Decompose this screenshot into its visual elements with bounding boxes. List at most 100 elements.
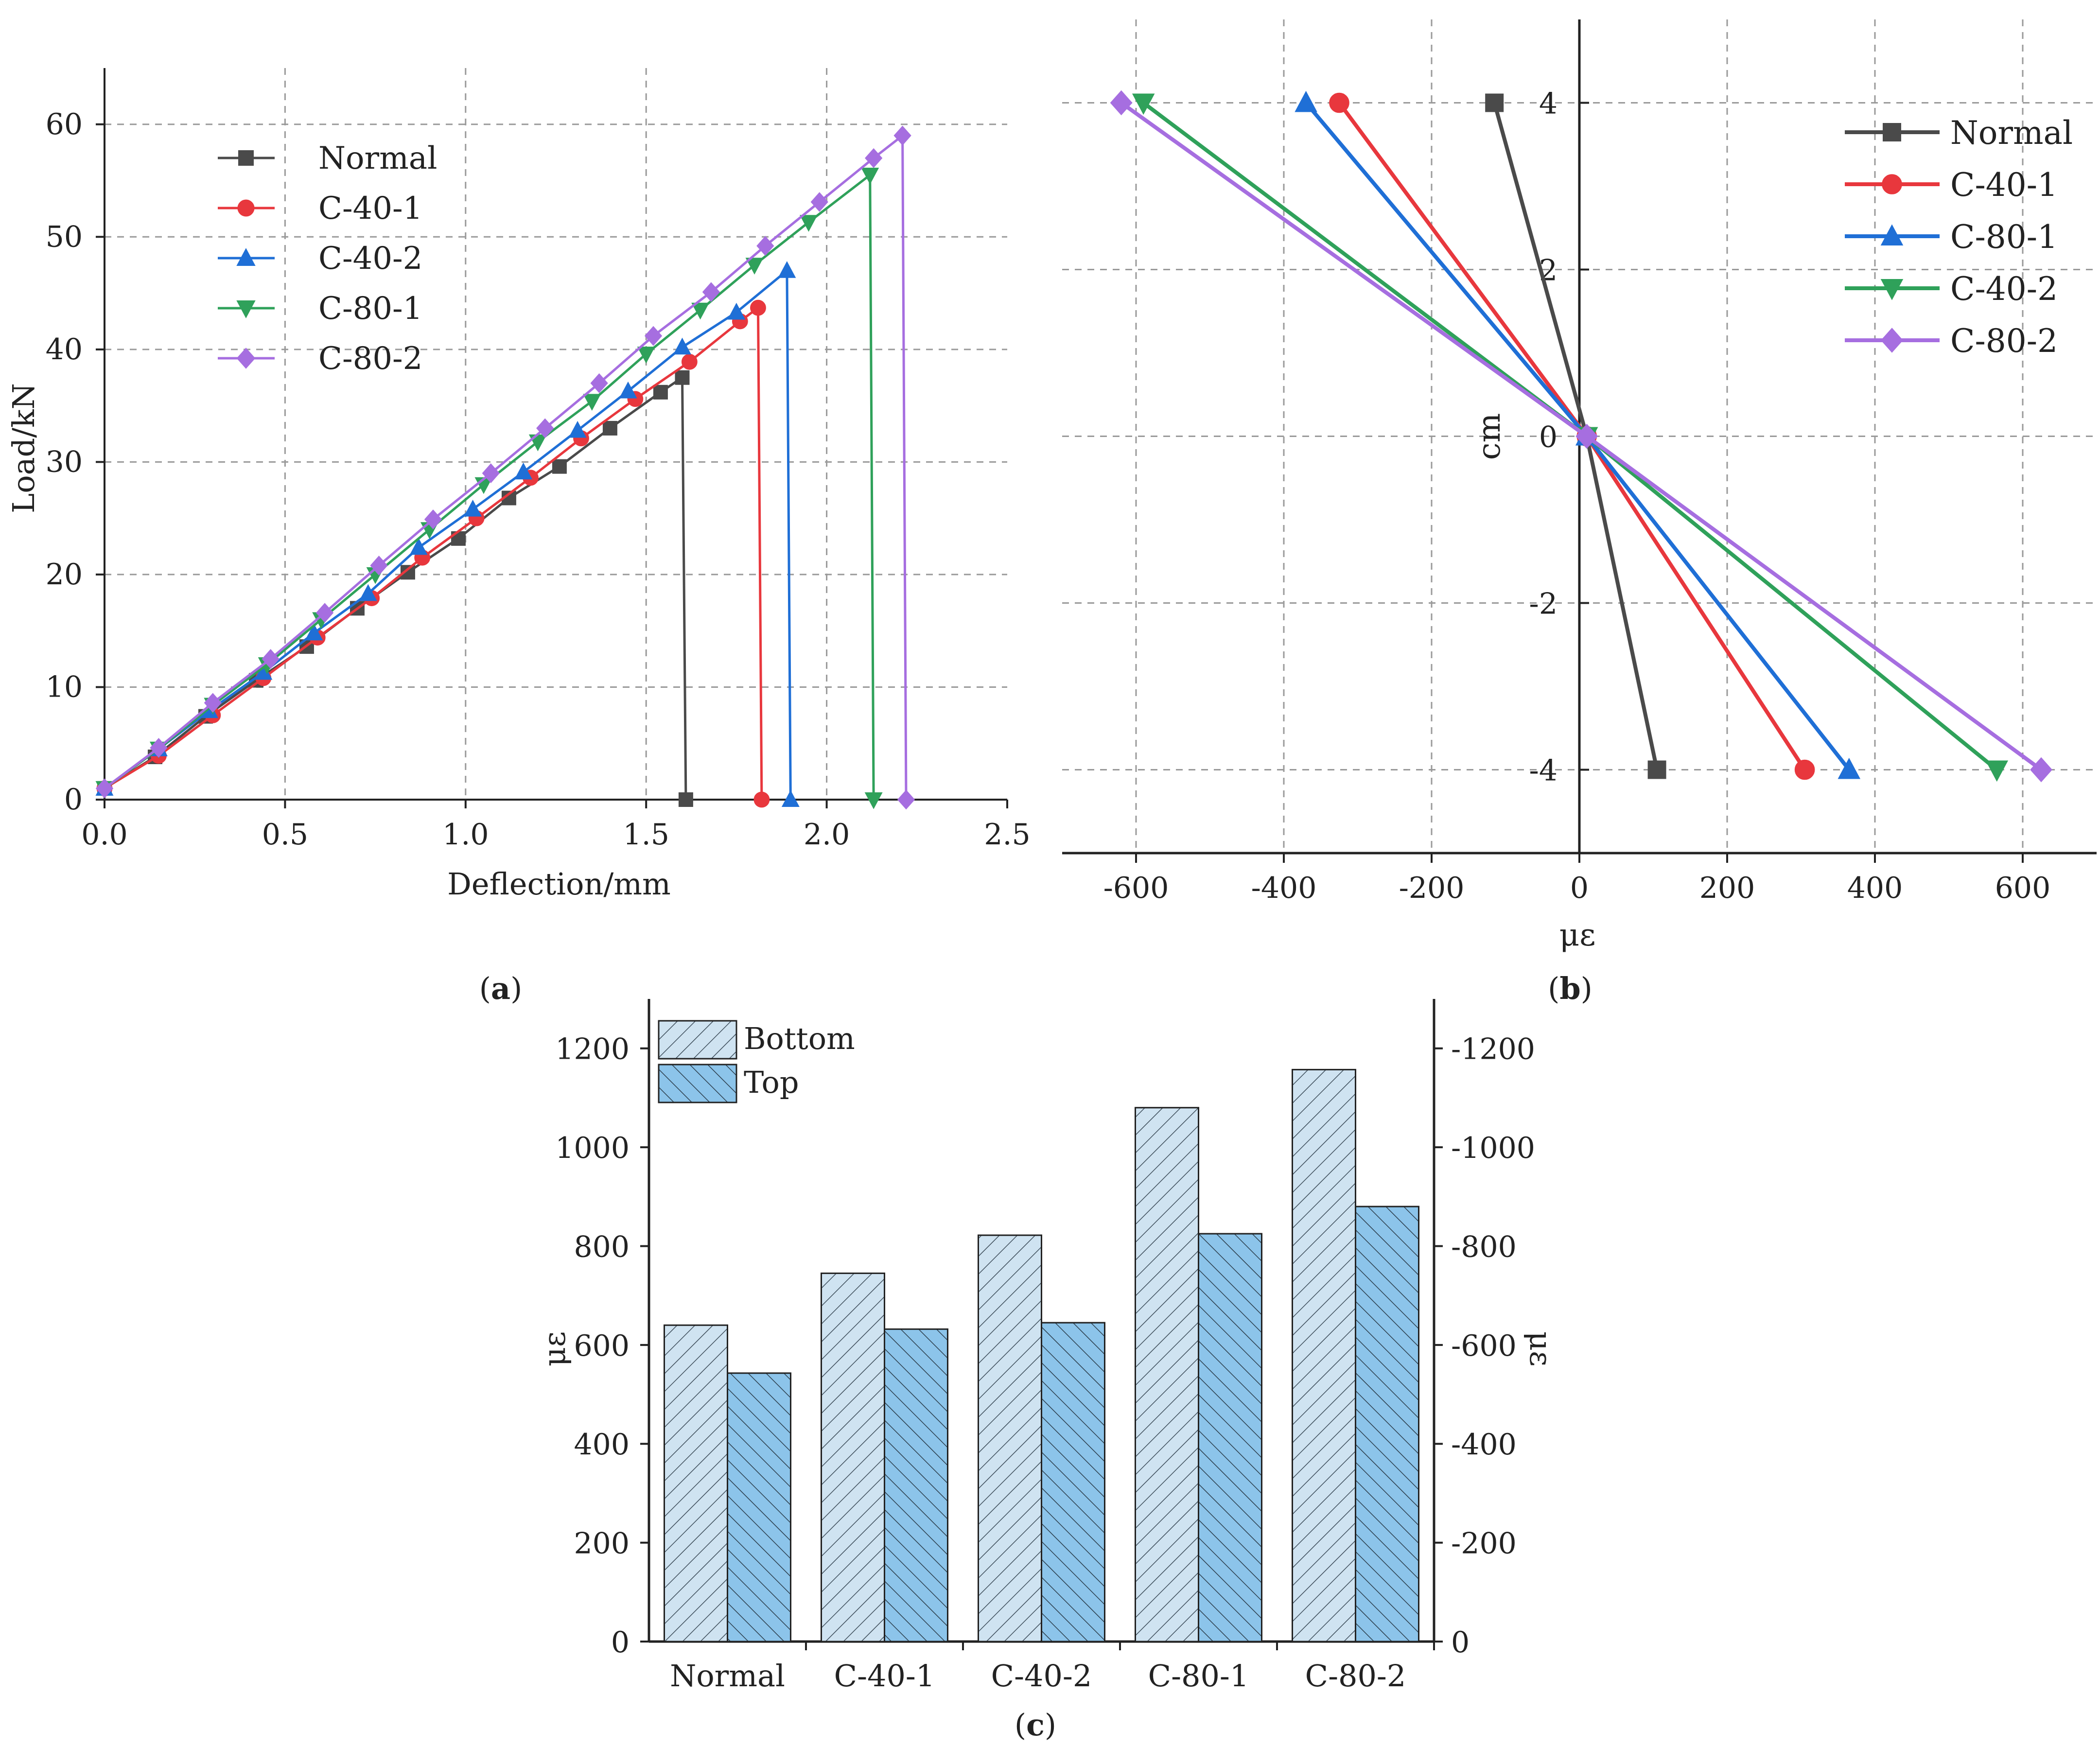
a-point-4-12	[756, 236, 774, 256]
a-point-2-14	[781, 790, 800, 807]
b-legend-label-1: C-40-1	[1950, 166, 2058, 204]
a-point-1-14	[753, 791, 770, 808]
a-point-0-7	[451, 531, 466, 546]
a-point-4-16	[897, 789, 915, 810]
b-legend-marker-3	[1880, 279, 1904, 300]
b-legend-label-0: Normal	[1950, 114, 2073, 152]
b-point-3-0	[1132, 93, 1155, 115]
panel-c-y2label: με	[1523, 1331, 1558, 1366]
a-point-4-14	[865, 148, 883, 168]
c-legend-label-0: Bottom	[744, 1021, 855, 1056]
a-xtick-label-2: 1.0	[442, 818, 489, 852]
a-point-4-13	[810, 192, 828, 212]
c-bar-bottom-4	[1292, 1068, 1356, 1643]
b-point-3-2	[1985, 760, 2009, 782]
panel-a-caption: (a)	[479, 971, 523, 1006]
panel-a-axes: 0.0 0.5 1.0 1.5 2.0 2.5 0 10 20 30 40 50 60	[46, 68, 1031, 852]
panel-a-legend: Normal C-40-1 C-40-2 C-80-1 C-80-2	[218, 140, 437, 377]
c-y2tick-label-1: -200	[1451, 1527, 1517, 1561]
a-point-2-8	[514, 462, 533, 480]
b-xtick-label-1: -400	[1251, 871, 1317, 905]
a-point-0-11	[653, 385, 668, 400]
c-bar-top-3	[1198, 1233, 1262, 1643]
a-legend-label-4: C-80-2	[318, 341, 422, 377]
b-xtick-label-4: 200	[1699, 871, 1755, 905]
c-xtick-label-0: Normal	[670, 1658, 785, 1694]
panel-b-legend: Normal C-40-1 C-80-1 C-40-2 C-80-2	[1845, 114, 2073, 360]
b-xtick-label-5: 400	[1847, 871, 1903, 905]
a-point-2-13	[778, 261, 796, 278]
a-point-1-13	[750, 299, 766, 316]
a-point-3-8	[528, 434, 547, 452]
c-bar-top-0	[727, 1372, 791, 1643]
a-point-3-9	[583, 394, 601, 411]
a-legend-label-0: Normal	[318, 140, 437, 176]
panel-a-ylabel: Load/kN	[6, 383, 41, 513]
panel-a-load-deflection: 0.0 0.5 1.0 1.5 2.0 2.5 0 10 20 30 40 50 60 Normal C-…	[6, 68, 1031, 1006]
b-xtick-label-3: 0	[1570, 871, 1589, 905]
a-point-2-9	[568, 420, 587, 438]
panel-b-series	[1110, 90, 2052, 783]
a-ytick-label-2: 20	[46, 558, 83, 592]
panel-c-ylabel: με	[537, 1331, 572, 1366]
panel-b-grid	[1062, 19, 2097, 853]
c-ytick-label-6: 1200	[555, 1032, 630, 1066]
a-legend-marker-3	[236, 300, 256, 318]
a-series-line-3	[104, 172, 875, 800]
a-point-2-11	[673, 337, 691, 355]
panel-c-legend: Bottom Top	[658, 1020, 855, 1103]
a-xtick-label-3: 1.5	[623, 818, 669, 852]
a-point-4-9	[590, 373, 608, 393]
panel-b-xlabel: με	[1559, 917, 1596, 953]
a-point-3-11	[691, 302, 710, 320]
a-point-4-7	[482, 463, 500, 483]
a-series-line-0	[104, 375, 687, 800]
a-legend-label-2: C-40-2	[318, 241, 422, 277]
b-point-1-2	[1794, 759, 1815, 780]
c-bar-bottom-0	[664, 1324, 728, 1643]
a-xtick-label-0: 0.0	[81, 818, 127, 852]
c-ytick-label-4: 800	[574, 1230, 630, 1264]
c-y2tick-label-5: -1000	[1451, 1131, 1535, 1165]
a-ytick-label-5: 50	[46, 220, 83, 254]
b-point-4-0	[1110, 90, 1133, 116]
c-ytick-label-2: 400	[574, 1428, 630, 1462]
panel-c-caption: (c)	[1015, 1707, 1056, 1743]
a-point-3-15	[864, 792, 883, 809]
a-legend-label-3: C-80-1	[318, 291, 422, 327]
b-ytick-label-4: 4	[1539, 87, 1558, 121]
b-point-2-2	[1838, 757, 1861, 779]
a-point-0-12	[675, 370, 690, 385]
b-ytick-label-2: 0	[1539, 420, 1558, 454]
a-point-1-11	[681, 353, 698, 370]
panel-a-xlabel: Deflection/mm	[447, 866, 671, 902]
a-legend-marker-0	[238, 150, 254, 166]
b-legend-marker-1	[1882, 174, 1902, 194]
a-point-0-13	[678, 792, 693, 807]
a-point-4-6	[424, 509, 442, 529]
a-legend-marker-1	[237, 199, 255, 217]
c-xtick-label-3: C-80-1	[1148, 1658, 1249, 1694]
c-legend-label-1: Top	[744, 1065, 799, 1100]
a-legend-marker-4	[236, 348, 256, 369]
a-legend-marker-2	[236, 248, 256, 266]
a-point-4-15	[893, 125, 911, 146]
b-point-2-0	[1295, 90, 1317, 112]
b-point-4-1	[1575, 423, 1598, 449]
b-point-1-0	[1329, 92, 1349, 113]
b-ytick-label-0: -4	[1529, 754, 1558, 788]
c-ytick-label-5: 1000	[555, 1131, 630, 1165]
b-point-0-2	[1647, 760, 1666, 779]
b-ytick-label-1: -2	[1529, 587, 1558, 621]
panel-a-series	[95, 125, 915, 810]
c-xtick-label-2: C-40-2	[991, 1658, 1092, 1694]
c-bar-bottom-3	[1135, 1107, 1199, 1643]
panel-a-grid	[105, 68, 1007, 800]
c-y2tick-label-3: -600	[1451, 1329, 1517, 1363]
b-legend-label-4: C-80-2	[1950, 322, 2058, 360]
c-ytick-label-1: 200	[574, 1527, 630, 1561]
b-point-4-2	[2030, 757, 2052, 783]
b-legend-label-3: C-40-2	[1950, 270, 2058, 308]
